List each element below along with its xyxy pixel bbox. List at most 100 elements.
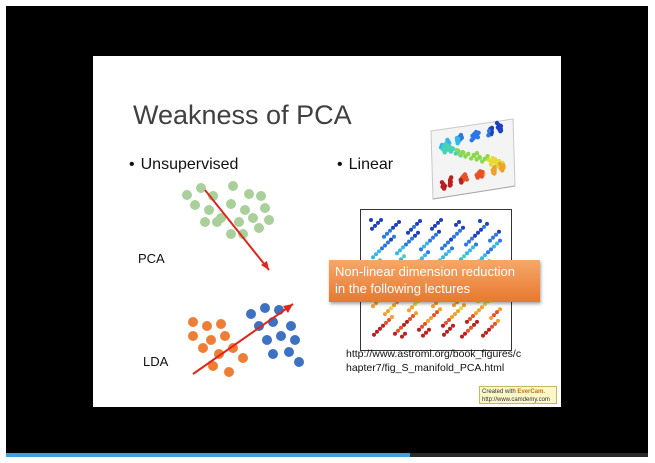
- lda-point-class-b: [260, 303, 270, 313]
- pca-projected-point: [480, 256, 484, 261]
- pca-point: [226, 229, 236, 239]
- pca-projected-point: [475, 319, 479, 324]
- pca-projected-point: [480, 305, 484, 310]
- pca-projected-point: [383, 243, 387, 248]
- pca-projected-point: [460, 334, 464, 339]
- pca-projected-point: [433, 223, 437, 228]
- s-manifold-point: [485, 154, 490, 159]
- s-manifold-point: [454, 135, 460, 141]
- s-manifold-point: [448, 178, 453, 183]
- pca-point: [240, 205, 250, 215]
- pca-point: [226, 199, 236, 209]
- pca-projected-point: [383, 312, 387, 317]
- pca-projected-point: [448, 326, 452, 331]
- evercam-watermark: Created with EverCam. http://www.camdemy…: [479, 386, 557, 404]
- s-manifold-point: [498, 123, 504, 129]
- lda-point-class-a: [198, 343, 208, 353]
- pca-projected-point: [404, 242, 408, 247]
- pca-projected-point: [494, 232, 498, 237]
- pca-projected-point: [385, 231, 389, 236]
- pca-projected-point: [416, 230, 420, 235]
- pca-projected-point: [413, 233, 417, 238]
- pca-projected-point: [407, 239, 411, 244]
- pca-projected-point: [391, 225, 395, 230]
- pca-projected-point: [443, 243, 447, 248]
- slide-title: Weakness of PCA: [133, 100, 352, 130]
- pca-projected-point: [469, 325, 473, 330]
- pca-projected-point: [379, 218, 383, 222]
- pca-projected-point: [384, 320, 388, 325]
- pca-point: [212, 217, 222, 227]
- pca-projected-point: [440, 246, 444, 251]
- pca-projected-point: [382, 234, 386, 239]
- pca-projected-point: [392, 303, 396, 308]
- pca-projected-point: [439, 218, 443, 222]
- pca-projected-point: [398, 248, 402, 253]
- pca-point: [264, 215, 274, 225]
- lda-point-class-b: [294, 357, 304, 367]
- pca-projected-point: [496, 318, 500, 323]
- pca-point: [238, 229, 248, 239]
- pca-projected-point: [498, 307, 502, 312]
- pca-projected-point: [441, 323, 445, 328]
- pca-projected-point: [423, 321, 427, 326]
- pca-projected-point: [400, 334, 404, 339]
- pca-projected-point: [444, 252, 448, 257]
- callout-line-2: in the following lectures: [335, 281, 471, 296]
- lda-point-class-a: [220, 331, 230, 341]
- pca-projected-point: [429, 316, 433, 320]
- pca-projected-point: [473, 233, 477, 238]
- pca-projected-point: [405, 319, 409, 324]
- callout-box: Non-linear dimension reduction in the fo…: [329, 260, 540, 302]
- watermark-prefix: Created with: [482, 389, 518, 395]
- pca-projected-point: [491, 235, 495, 240]
- pca-projected-point: [431, 235, 435, 240]
- s-manifold-point: [451, 146, 456, 152]
- pca-projected-point: [468, 248, 472, 253]
- pca-projected-point: [459, 306, 463, 311]
- lda-point-class-a: [228, 343, 238, 353]
- pca-point: [208, 191, 218, 201]
- s-manifold-point: [477, 154, 482, 160]
- pca-projected-point: [414, 311, 418, 316]
- s-manifold-3d-plot: [430, 118, 516, 200]
- pca-projected-point: [435, 310, 439, 315]
- pca-projected-point: [401, 245, 405, 250]
- video-progress-bar[interactable]: [6, 453, 648, 457]
- lda-point-class-b: [262, 335, 272, 345]
- pca-projected-point: [403, 331, 407, 336]
- pca-projected-point: [446, 240, 450, 245]
- lda-point-class-a: [202, 321, 212, 331]
- pca-projected-point: [467, 239, 471, 244]
- pca-projected-point: [452, 234, 456, 239]
- pca-projected-point: [489, 316, 493, 320]
- pca-projected-point: [466, 328, 470, 333]
- s-manifold-point: [448, 182, 453, 187]
- lda-point-class-b: [284, 347, 294, 357]
- pca-point: [234, 217, 244, 227]
- pca-projected-point: [483, 302, 487, 307]
- pca-projected-point: [410, 236, 414, 241]
- pca-projected-point: [370, 226, 374, 231]
- lda-point-class-a: [208, 361, 218, 371]
- pca-projected-point: [375, 329, 379, 334]
- lda-point-class-a: [206, 335, 216, 345]
- pca-projected-point: [457, 220, 461, 224]
- bullet-dot: •: [129, 156, 135, 173]
- s-manifold-point: [490, 168, 495, 173]
- lda-point-class-a: [216, 319, 226, 329]
- pca-projected-point: [425, 241, 429, 246]
- pca-projected-point: [447, 318, 451, 322]
- pca-projected-point: [452, 303, 456, 308]
- pca-projected-point: [495, 241, 499, 246]
- watermark-brand: EverCam.: [517, 389, 546, 395]
- pca-projected-point: [482, 224, 486, 229]
- pca-point: [260, 203, 270, 213]
- s-manifold-point: [474, 172, 479, 178]
- pca-projected-point: [449, 237, 453, 242]
- pca-projected-point: [471, 245, 475, 250]
- pca-projected-point: [463, 331, 467, 336]
- pca-projected-point: [418, 219, 422, 223]
- pca-projected-point: [389, 306, 393, 311]
- reference-url-line-2: hapter7/fig_S_manifold_PCA.html: [346, 362, 505, 374]
